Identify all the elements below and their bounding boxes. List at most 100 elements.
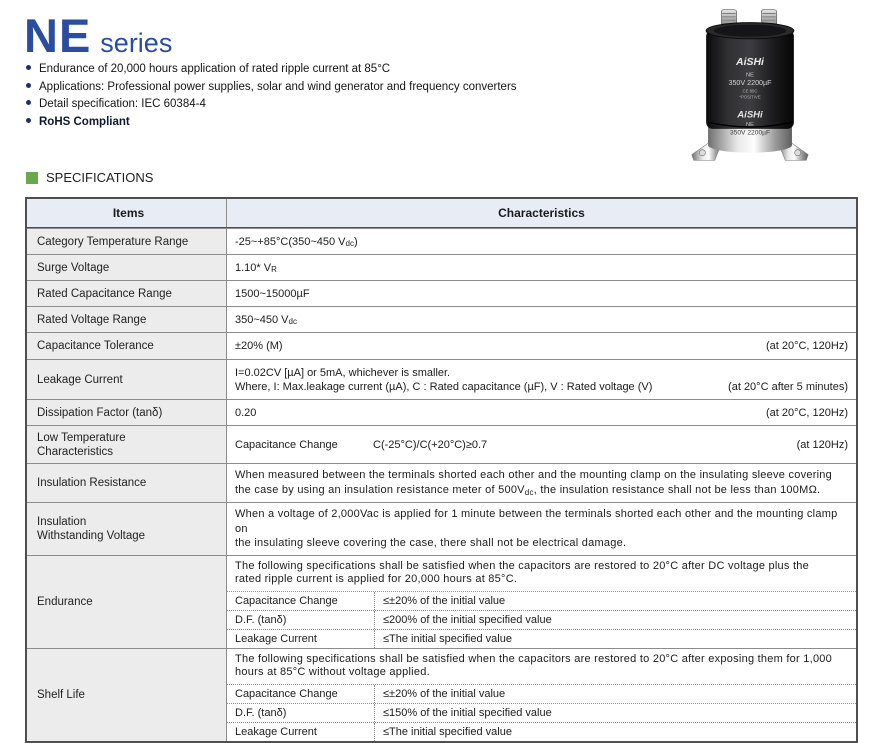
col-header-items: Items (27, 199, 227, 227)
item-label: Category Temperature Range (27, 229, 227, 254)
value-subscript: dc (288, 316, 297, 326)
item-value: Capacitance Change C(-25°C)/C(+20°C)≥0.7… (227, 426, 856, 463)
row-capacitance-tolerance: Capacitance Tolerance ±20% (M) (at 20°C,… (27, 332, 856, 359)
value-line1: I=0.02CV [µA] or 5mA, whichever is small… (235, 366, 451, 379)
sub-row: Capacitance Change ≤±20% of the initial … (227, 683, 856, 703)
value-subscript: dc (345, 238, 354, 248)
brand-logo: AiSHi (735, 57, 765, 68)
item-label: Rated Capacitance Range (27, 281, 227, 306)
intro-line2: rated ripple current is applied for 20,0… (235, 573, 518, 585)
value-subscript: dc (524, 487, 534, 497)
bullet-detail-spec: Detail specification: IEC 60384-4 (26, 96, 517, 114)
specifications-table: Items Characteristics Category Temperatu… (25, 197, 858, 743)
bullet-applications: Applications: Professional power supplie… (26, 79, 517, 97)
section-marker-icon (26, 171, 38, 184)
sub-row-value: ≤±20% of the initial value (383, 594, 506, 607)
capacitor-can (705, 22, 795, 153)
sub-row: Leakage Current ≤The initial specified v… (227, 628, 856, 648)
sub-row-value: ≤200% of the initial specified value (383, 613, 552, 626)
table-header-row: Items Characteristics (27, 199, 856, 228)
sub-row-label: Leakage Current (227, 722, 375, 741)
item-label: Dissipation Factor (tanδ) (27, 400, 227, 425)
col-header-characteristics: Characteristics (227, 199, 856, 227)
value-text: -25~+85°C(350~450 V (235, 235, 346, 248)
item-label-line2: Characteristics (37, 445, 114, 458)
item-value: The following specifications shall be sa… (227, 649, 856, 741)
sub-row: Leakage Current ≤The initial specified v… (227, 721, 856, 741)
brand-logo: AiSHi (736, 109, 763, 120)
value-text: 0.20 (235, 406, 257, 419)
row-endurance: Endurance The following specifications s… (27, 554, 856, 648)
sub-row-value: ≤The initial specified value (383, 632, 512, 645)
label-series: NE (746, 122, 754, 128)
value-line1: When a voltage of 2,000Vac is applied fo… (235, 508, 838, 535)
item-label-line2: Withstanding Voltage (37, 529, 146, 542)
value-text: 1500~15000µF (235, 287, 310, 300)
row-leakage-current: Leakage Current I=0.02CV [µA] or 5mA, wh… (27, 359, 856, 399)
series-suffix: series (100, 28, 173, 58)
sub-row: Capacitance Change ≤±20% of the initial … (227, 590, 856, 610)
bullet-icon (26, 117, 31, 123)
bullet-icon (26, 100, 31, 105)
value-text: , the insulation resistance shall not be… (533, 483, 821, 496)
section-title: SPECIFICATIONS (46, 170, 154, 185)
label-series: NE (746, 72, 754, 78)
item-label-line1: Insulation (37, 515, 87, 528)
sub-row: D.F. (tanδ) ≤150% of the initial specifi… (227, 702, 856, 722)
bullet-endurance: Endurance of 20,000 hours application of… (26, 61, 517, 79)
item-label: Low Temperature Characteristics (27, 426, 227, 463)
label-note2: *POSITIVE (739, 94, 761, 99)
row-category-temperature-range: Category Temperature Range -25~+85°C(350… (27, 228, 856, 254)
sub-row-label: Capacitance Change (227, 684, 375, 703)
bullet-rohs: RoHS Compliant (26, 114, 517, 132)
sub-item-label: Capacitance Change (235, 438, 338, 451)
bullet-icon (26, 82, 31, 88)
sub-row-value: ≤The initial specified value (383, 725, 512, 738)
series-name: NE (24, 9, 92, 62)
value-text: ±20% (M) (235, 340, 283, 352)
value-text: C(-25°C)/C(+20°C)≥0.7 (373, 438, 488, 451)
bullet-icon (26, 65, 31, 70)
label-note1: CE 85C (743, 89, 758, 94)
value-text: 1.10* V (235, 261, 272, 274)
item-label: Capacitance Tolerance (27, 333, 227, 359)
item-value: The following specifications shall be sa… (227, 556, 856, 648)
value-line2: Where, I: Max.leakage current (µA), C : … (235, 380, 653, 393)
item-label: Surge Voltage (27, 255, 227, 280)
value-line2: the insulating sleeve covering the case,… (235, 537, 627, 549)
intro-line1: The following specifications shall be sa… (235, 652, 833, 665)
sub-row-value: ≤150% of the initial specified value (383, 706, 552, 719)
item-value: 1500~15000µF (227, 281, 856, 306)
sub-row-label: Leakage Current (227, 629, 375, 648)
sub-row-label: D.F. (tanδ) (227, 703, 375, 722)
sub-row: D.F. (tanδ) ≤200% of the initial specifi… (227, 609, 856, 629)
value-line2: the case by using an insulation resistan… (235, 483, 848, 499)
capacitor-product-photo: AiSHi NE 350V 2200µF CE 85C *POSITIVE Ai… (691, 9, 809, 161)
condition-note: (at 20°C, 120Hz) (765, 340, 848, 352)
condition-note: (at 20°C after 5 minutes) (728, 380, 848, 393)
row-shelf-life: Shelf Life The following specifications … (27, 647, 856, 741)
row-rated-capacitance-range: Rated Capacitance Range 1500~15000µF (27, 280, 856, 306)
value-line2-row: Where, I: Max.leakage current (µA), C : … (235, 380, 848, 394)
item-label: Leakage Current (27, 360, 227, 399)
row-insulation-withstanding-voltage: Insulation Withstanding Voltage When a v… (27, 502, 856, 555)
bullet-text: Endurance of 20,000 hours application of… (39, 63, 391, 75)
bullet-text: RoHS Compliant (39, 115, 130, 128)
sub-row-value: ≤±20% of the initial value (383, 687, 506, 700)
row-insulation-resistance: Insulation Resistance When measured betw… (27, 463, 856, 502)
item-label: Insulation Withstanding Voltage (27, 503, 227, 555)
specifications-heading: SPECIFICATIONS (26, 170, 153, 185)
item-value: ±20% (M) (at 20°C, 120Hz) (227, 333, 856, 359)
bullet-text: Applications: Professional power supplie… (39, 80, 517, 93)
intro-line1: The following specifications shall be sa… (235, 559, 810, 572)
item-label: Endurance (27, 555, 227, 648)
item-value: When measured between the terminals shor… (227, 464, 856, 502)
row-low-temperature-characteristics: Low Temperature Characteristics Capacita… (27, 425, 856, 463)
item-label: Shelf Life (27, 648, 227, 741)
intro-line2: hours at 85°C without voltage applied. (235, 666, 430, 678)
value-subscript: R (271, 264, 277, 274)
feature-bullet-list: Endurance of 20,000 hours application of… (26, 61, 517, 131)
